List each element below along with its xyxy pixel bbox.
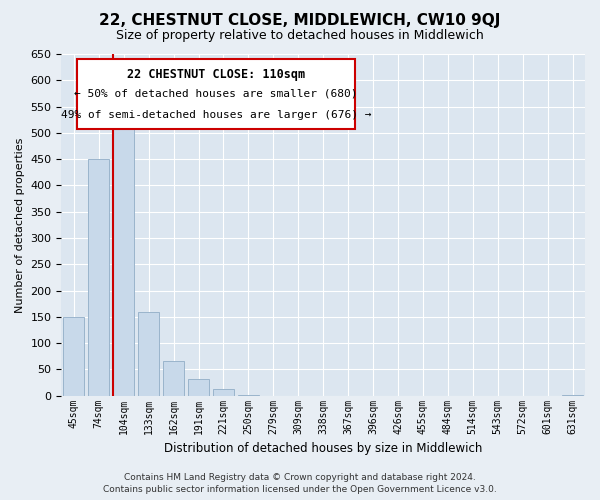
Text: Size of property relative to detached houses in Middlewich: Size of property relative to detached ho…	[116, 29, 484, 42]
Y-axis label: Number of detached properties: Number of detached properties	[15, 137, 25, 312]
X-axis label: Distribution of detached houses by size in Middlewich: Distribution of detached houses by size …	[164, 442, 482, 455]
Bar	[188, 379, 209, 396]
Bar	[113, 128, 134, 396]
Text: ← 50% of detached houses are smaller (680): ← 50% of detached houses are smaller (68…	[74, 89, 358, 99]
FancyBboxPatch shape	[77, 59, 355, 129]
Text: Contains HM Land Registry data © Crown copyright and database right 2024.
Contai: Contains HM Land Registry data © Crown c…	[103, 472, 497, 494]
Bar	[163, 362, 184, 396]
Text: 22 CHESTNUT CLOSE: 110sqm: 22 CHESTNUT CLOSE: 110sqm	[127, 68, 305, 80]
Bar	[138, 312, 159, 396]
Text: 49% of semi-detached houses are larger (676) →: 49% of semi-detached houses are larger (…	[61, 110, 371, 120]
Text: 22, CHESTNUT CLOSE, MIDDLEWICH, CW10 9QJ: 22, CHESTNUT CLOSE, MIDDLEWICH, CW10 9QJ	[100, 12, 500, 28]
Bar	[562, 395, 583, 396]
Bar	[88, 159, 109, 396]
Bar	[63, 317, 85, 396]
Bar	[238, 395, 259, 396]
Bar	[213, 390, 234, 396]
